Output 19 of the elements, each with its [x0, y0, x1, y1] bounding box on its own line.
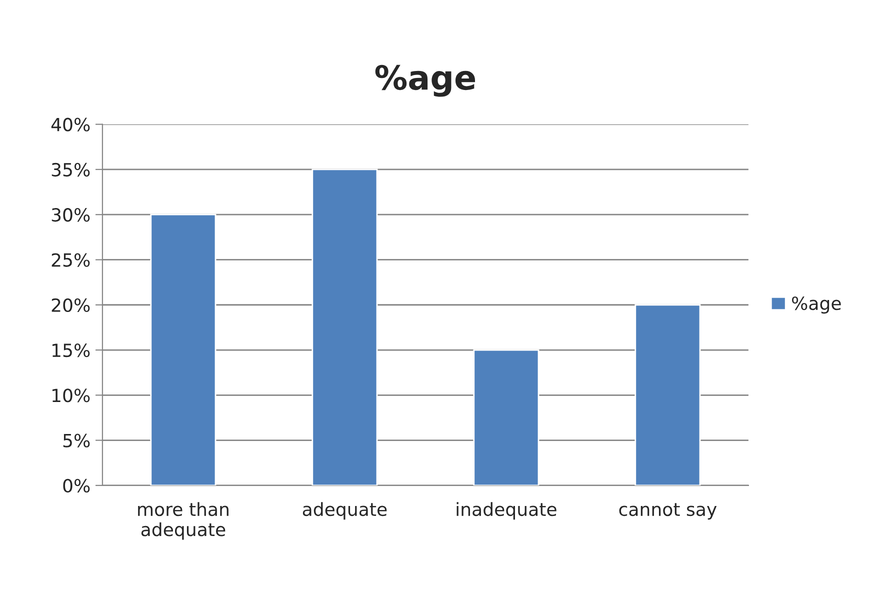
- bar: [312, 168, 378, 486]
- y-tick-label: 35%: [52, 162, 90, 177]
- bar: [634, 304, 701, 486]
- y-tick-label: 30%: [52, 208, 90, 222]
- chart-title: %age: [375, 64, 476, 97]
- y-tick-label: 40%: [51, 118, 90, 132]
- bar: [473, 349, 540, 486]
- x-tick-label: adequate: [302, 502, 387, 520]
- y-tick-label: 5%: [63, 434, 90, 448]
- x-tick-label: more than adequate: [138, 502, 228, 540]
- x-tick-label: inadequate: [456, 502, 556, 520]
- y-tick-label: 25%: [52, 253, 90, 267]
- x-tick-label: cannot say: [619, 503, 717, 520]
- y-tick-label: 0%: [63, 478, 90, 493]
- bar: [150, 214, 216, 486]
- y-tick-label: 20%: [52, 298, 90, 312]
- y-tick-label: 10%: [52, 388, 90, 402]
- legend-label: %age: [792, 296, 841, 314]
- y-tick-label: 15%: [52, 343, 90, 358]
